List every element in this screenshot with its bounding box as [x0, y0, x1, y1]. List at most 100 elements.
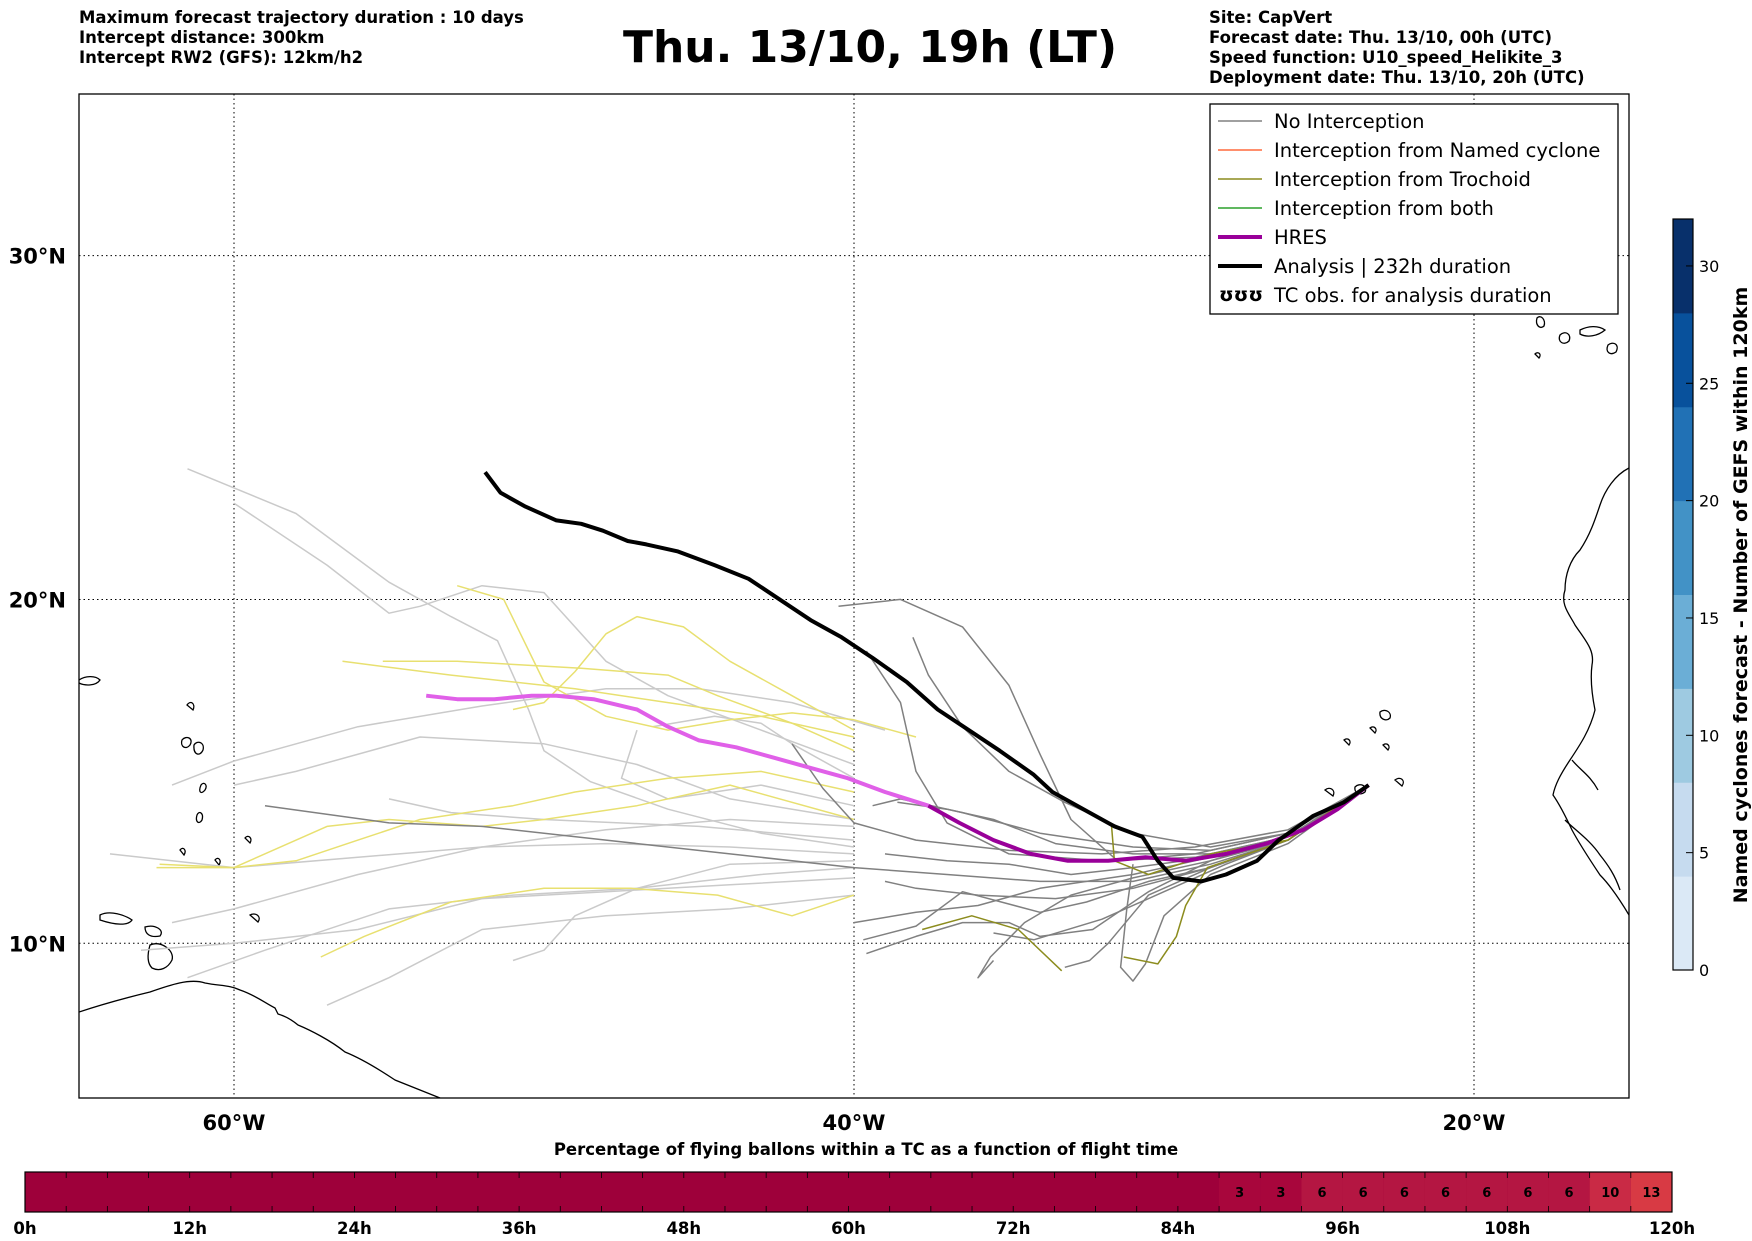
trajectory-line [187, 866, 855, 979]
time-bar-cell [1219, 1172, 1261, 1212]
time-bar-cell [1548, 1172, 1590, 1212]
time-bar-cell-value: 6 [1359, 1186, 1368, 1201]
time-bar-cell [1424, 1172, 1467, 1212]
time-bar-cell [1383, 1172, 1425, 1212]
cabo-verde-islands [1323, 709, 1404, 797]
intercept-rw2-text: Intercept RW2 (GFS): 12km/h2 [79, 48, 364, 67]
deployment-date-text: Deployment date: Thu. 13/10, 20h (UTC) [1209, 68, 1585, 87]
time-bar-cell-value: 6 [1565, 1186, 1574, 1201]
lat-tick-label: 20°N [9, 588, 66, 612]
colorbar-segment [1673, 500, 1693, 595]
time-bar-cell-value: 6 [1482, 1186, 1491, 1201]
colorbar-segment [1673, 312, 1693, 408]
legend-label: Interception from Trochoid [1274, 168, 1531, 191]
trajectory-line [512, 860, 855, 962]
time-bar-frame [24, 1171, 1673, 1213]
map-axis-labels: 60°W 40°W 20°W 30°N 20°N 10°N [9, 245, 1506, 1135]
time-bar-cell [1630, 1172, 1672, 1212]
colorbar-segment [1673, 782, 1693, 877]
trajectory-line [791, 743, 1369, 855]
time-bar-tick-label: 12h [172, 1219, 207, 1238]
hres-trajectory [927, 783, 1370, 863]
lesser-antilles [179, 701, 252, 867]
analysis-trajectory [483, 470, 1370, 884]
time-bar-tick-label: 24h [337, 1219, 372, 1238]
trajectory-line [922, 915, 1063, 972]
south-america-coast [79, 980, 441, 1098]
time-bar-tick-label: 72h [996, 1219, 1031, 1238]
legend-label: Analysis | 232h duration [1274, 255, 1511, 278]
cape-verde-coast-shelf [1564, 759, 1621, 891]
time-bar-cell-value: 6 [1317, 1186, 1326, 1201]
legend-label: Interception from Named cyclone [1274, 139, 1600, 162]
colorbar-tick-label: 30 [1699, 257, 1719, 276]
time-bar-cell-value: 3 [1276, 1186, 1285, 1201]
time-bar-tick-label: 96h [1325, 1219, 1360, 1238]
trajectory-line [382, 660, 855, 752]
legend-label: HRES [1274, 226, 1327, 249]
trajectory-line [187, 468, 855, 848]
legend-label: No Interception [1274, 110, 1425, 133]
trajectory-line [320, 887, 855, 958]
colorbar-tick-label: 15 [1699, 609, 1719, 628]
trajectory-line [264, 784, 1370, 883]
time-bar-cell-value: 6 [1523, 1186, 1532, 1201]
intercept-distance-text: Intercept distance: 300km [79, 28, 325, 47]
colorbar-label: Named cyclones forecast - Number of GEFS… [1730, 287, 1752, 904]
west-africa-coast [1552, 467, 1629, 916]
trajectory-line [342, 660, 855, 738]
legend-label: Interception from both [1274, 197, 1494, 220]
max-duration-text: Maximum forecast trajectory duration : 1… [79, 8, 524, 27]
site-text: Site: CapVert [1209, 8, 1333, 27]
time-bar-tick-label: 48h [666, 1219, 701, 1238]
time-bar-cell-value: 10 [1601, 1186, 1619, 1201]
colorbar-segment [1673, 876, 1693, 971]
trinidad-coast [147, 943, 173, 971]
colorbar-tick-label: 0 [1699, 961, 1709, 980]
puerto-rico [79, 675, 101, 686]
time-bar-tick-label: 108h [1484, 1219, 1530, 1238]
colorbar-tick-label: 25 [1699, 374, 1719, 393]
legend-box [1209, 103, 1619, 315]
time-bar-cell [1589, 1172, 1631, 1212]
time-bar-tick-label: 60h [831, 1219, 866, 1238]
trajectory-line [652, 715, 855, 779]
forecast-date-text: Forecast date: Thu. 13/10, 00h (UTC) [1209, 28, 1553, 47]
trajectory-line [326, 894, 855, 1006]
time-bar-cell-value: 6 [1441, 1186, 1450, 1201]
trajectory-line [456, 584, 917, 738]
time-bar-cell [1342, 1172, 1384, 1212]
trajectory-line [912, 637, 1369, 848]
lon-tick-label: 40°W [823, 1111, 886, 1135]
colorbar-frame [1672, 218, 1694, 971]
tc-symbol-icon: ʊʊʊ [1219, 284, 1263, 306]
time-bar-title: Percentage of flying ballons within a TC… [554, 1140, 1178, 1159]
time-bar-tick-label: 36h [502, 1219, 537, 1238]
venezuela-islands [99, 912, 260, 938]
time-bar-tick-label: 0h [13, 1219, 36, 1238]
trajectory-line [866, 784, 1370, 955]
time-bar-tick-label: 84h [1161, 1219, 1196, 1238]
time-bar-cell [1301, 1172, 1343, 1212]
lon-tick-label: 20°W [1443, 1111, 1506, 1135]
lat-tick-label: 30°N [9, 245, 66, 269]
time-bar-cell [1507, 1172, 1549, 1212]
lon-tick-label: 60°W [203, 1111, 266, 1135]
hres-trajectory-tail [425, 693, 930, 808]
time-bar-cell-value: 6 [1400, 1186, 1409, 1201]
named-cyclones-colorbar: 0 5 10 15 20 25 30 Named cyclones forecast - N… [1672, 218, 1752, 980]
colorbar-segment [1673, 688, 1693, 783]
canary-islands [1534, 316, 1618, 359]
time-bar-cell [1260, 1172, 1302, 1212]
time-bar-tick-label: 120h [1649, 1219, 1695, 1238]
trajectory-line [512, 615, 855, 731]
colorbar-segment [1673, 594, 1693, 689]
forecast-info: Site: CapVert Forecast date: Thu. 13/10,… [1209, 8, 1585, 88]
tc-percentage-time-bar: 3 3 6 6 6 6 6 6 6 10 13 0h 12h 24h 36h 48h 60h 72h 84h 96h 1… [13, 1171, 1695, 1238]
trajectory-line [233, 736, 855, 821]
colorbar-segment [1673, 219, 1693, 314]
coastlines [79, 316, 1629, 1098]
colorbar-segment [1673, 406, 1693, 502]
legend-label: TC obs. for analysis duration [1273, 284, 1552, 307]
